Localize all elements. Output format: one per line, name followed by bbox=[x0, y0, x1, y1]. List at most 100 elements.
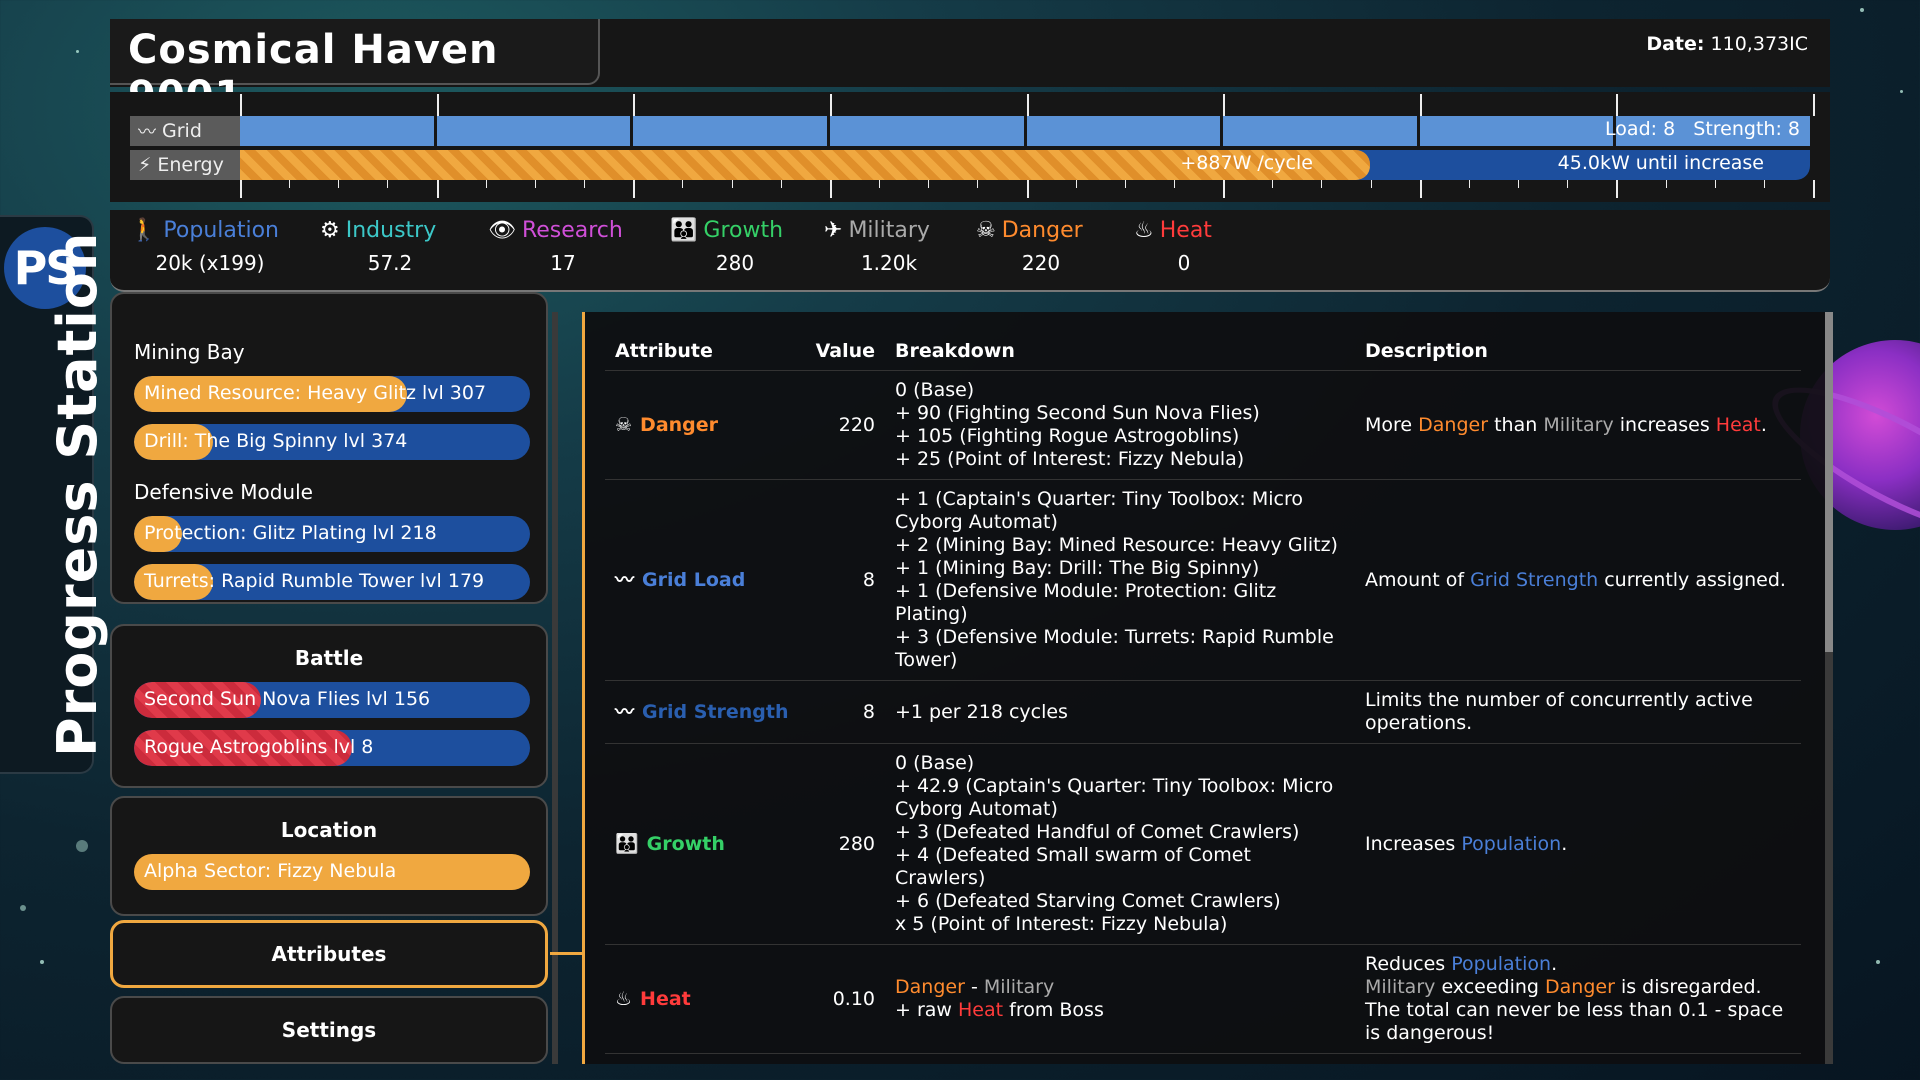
breakdown-line: + 3 (Defeated Handful of Comet Crawlers) bbox=[895, 821, 1300, 843]
stat-growth[interactable]: 👪 Growth 280 bbox=[670, 218, 800, 275]
attr-grid-strength-breakdown: +1 per 218 cycles bbox=[885, 680, 1355, 744]
bar-minor-tick bbox=[928, 180, 930, 188]
battle-astrogoblins-label: Rogue Astrogoblins lvl 8 bbox=[144, 736, 374, 758]
energy-label-text: Energy bbox=[157, 154, 224, 176]
battle-nova-flies[interactable]: Second Sun Nova Flies lvl 156 bbox=[134, 682, 530, 718]
battle-astrogoblins[interactable]: Rogue Astrogoblins lvl 8 bbox=[134, 730, 530, 766]
bar-minor-tick bbox=[1714, 180, 1716, 188]
bar-tick bbox=[1616, 94, 1619, 116]
title-box: Cosmical Haven 9001 bbox=[110, 19, 600, 119]
task-protection[interactable]: Protection: Glitz Plating lvl 218 bbox=[134, 516, 530, 552]
stat-population[interactable]: 🚶 Population 20k (x199) bbox=[130, 218, 290, 275]
bar-minor-tick bbox=[879, 180, 881, 188]
desc-keyword: Heat bbox=[1715, 413, 1761, 436]
table-row: 〰 Grid Load 8 + 1 (Captain's Quarter: Tin… bbox=[605, 479, 1801, 681]
stat-heat-label: Heat bbox=[1159, 218, 1212, 243]
desc-keyword: Military bbox=[983, 976, 1055, 998]
desc-text: than bbox=[1494, 413, 1538, 436]
task-mined-resource[interactable]: Mined Resource: Heavy Glitz lvl 307 bbox=[134, 376, 530, 412]
stat-danger[interactable]: ☠ Danger 220 bbox=[976, 218, 1106, 275]
tab-connector bbox=[550, 952, 584, 955]
task-turrets-progress bbox=[134, 564, 214, 600]
task-drill-label: Drill: The Big Spinny lvl 374 bbox=[144, 430, 408, 452]
eye-icon: 👁 bbox=[488, 218, 516, 243]
energy-rate: +887W /cycle bbox=[1180, 152, 1313, 174]
turret-icon: ✈ bbox=[824, 218, 843, 243]
stat-danger-label: Danger bbox=[1001, 218, 1083, 243]
task-drill-progress bbox=[134, 424, 214, 460]
col-attribute: Attribute bbox=[605, 332, 805, 371]
desc-text: is disregarded. The total can never be l… bbox=[1365, 976, 1784, 1044]
stat-research-label: Research bbox=[521, 218, 623, 243]
attr-danger-breakdown: 0 (Base) + 90 (Fighting Second Sun Nova … bbox=[885, 370, 1355, 480]
attr-grid-strength-name: Grid Strength bbox=[642, 700, 789, 723]
table-header: Attribute Value Breakdown Description bbox=[605, 332, 1801, 371]
col-value: Value bbox=[805, 332, 885, 371]
task-mined-resource-label: Mined Resource: Heavy Glitz lvl 307 bbox=[144, 382, 487, 404]
attr-danger-name: Danger bbox=[640, 413, 719, 436]
grid-segment bbox=[436, 116, 631, 146]
bar-minor-tick bbox=[1321, 180, 1323, 188]
attributes-button[interactable]: Attributes bbox=[110, 920, 548, 988]
breakdown-line: + 3 (Defensive Module: Turrets: Rapid Ru… bbox=[895, 626, 1334, 671]
grid-segment bbox=[240, 116, 434, 146]
attributes-panel: Attribute Value Breakdown Description ☠ D… bbox=[582, 312, 1833, 1064]
bar-minor-tick bbox=[584, 180, 586, 188]
location-value-text: Alpha Sector: Fizzy Nebula bbox=[144, 860, 397, 882]
desc-text: exceeding bbox=[1441, 976, 1539, 998]
table-row: 0 (Base) bbox=[605, 1053, 1801, 1064]
stat-industry-value: 57.2 bbox=[367, 251, 413, 275]
desc-keyword: Danger bbox=[895, 976, 965, 998]
task-protection-progress bbox=[134, 516, 182, 552]
breakdown-line: + 2 (Mining Bay: Mined Resource: Heavy G… bbox=[895, 534, 1338, 556]
bar-tick bbox=[633, 94, 636, 116]
header: Cosmical Haven 9001 Date: 110,373IC bbox=[110, 19, 1830, 119]
grid-bar: 〰 Grid Load: 8 Strength: 8 bbox=[130, 116, 1810, 146]
battle-card: Battle Second Sun Nova Flies lvl 156 Rog… bbox=[110, 624, 548, 788]
desc-keyword: Population bbox=[1461, 832, 1562, 855]
stat-heat[interactable]: ♨ Heat 0 bbox=[1134, 218, 1234, 275]
stat-research[interactable]: 👁 Research 17 bbox=[488, 218, 638, 275]
task-drill[interactable]: Drill: The Big Spinny lvl 374 bbox=[134, 424, 530, 460]
bar-tick bbox=[1223, 94, 1226, 116]
settings-button[interactable]: Settings bbox=[110, 996, 548, 1064]
stat-heat-value: 0 bbox=[1177, 251, 1191, 275]
location-value[interactable]: Alpha Sector: Fizzy Nebula bbox=[134, 854, 530, 890]
group-icon: 👪 bbox=[670, 218, 698, 243]
desc-text: . bbox=[1551, 953, 1558, 975]
task-turrets[interactable]: Turrets: Rapid Rumble Tower lvl 179 bbox=[134, 564, 530, 600]
danger-icon: ☠ bbox=[615, 413, 633, 436]
location-title: Location bbox=[280, 818, 378, 842]
grid-track: Load: 8 Strength: 8 bbox=[240, 116, 1810, 146]
bar-tick bbox=[1616, 180, 1619, 198]
desc-text: currently assigned. bbox=[1604, 568, 1786, 591]
date-display: Date: 110,373IC bbox=[1646, 33, 1808, 55]
stat-industry[interactable]: ⚙ Industry 57.2 bbox=[320, 218, 460, 275]
bar-minor-tick bbox=[1665, 180, 1667, 188]
grid-icon: 〰 bbox=[615, 568, 635, 591]
attr-grid-load-description: Amount of Grid Strength currently assign… bbox=[1355, 479, 1801, 681]
breakdown-line: + 6 (Defeated Starving Comet Crawlers) bbox=[895, 890, 1281, 912]
logo-text: Progress Station bbox=[46, 231, 109, 757]
attr-grid-load-value: 8 bbox=[805, 479, 885, 681]
breakdown-line: x 5 (Point of Interest: Fizzy Nebula) bbox=[895, 913, 1228, 935]
desc-keyword: Danger bbox=[1545, 976, 1615, 998]
main-scrollbar-thumb[interactable] bbox=[1825, 312, 1833, 652]
attr-grid-strength-value: 8 bbox=[805, 680, 885, 744]
grid-segment bbox=[1616, 116, 1810, 146]
stat-military[interactable]: ✈ Military 1.20k bbox=[824, 218, 954, 275]
bar-tick bbox=[1419, 180, 1422, 198]
left-scrollbar[interactable] bbox=[552, 312, 558, 1064]
grid-label: 〰 Grid bbox=[130, 116, 240, 146]
grid-icon: 〰 bbox=[615, 700, 635, 723]
bar-minor-tick bbox=[1370, 180, 1372, 188]
desc-keyword: Population bbox=[1451, 953, 1552, 975]
bar-minor-tick bbox=[289, 180, 291, 188]
grid-segment bbox=[1026, 116, 1221, 146]
grid-icon: 〰 bbox=[138, 122, 156, 143]
resource-bars: 〰 Grid Load: 8 Strength: 8 ⚡ Energy +887… bbox=[110, 92, 1830, 202]
breakdown-line: 0 (Base) bbox=[885, 1053, 1355, 1064]
bar-tick bbox=[240, 94, 242, 116]
main-scrollbar[interactable] bbox=[1825, 312, 1833, 1064]
bar-minor-tick bbox=[1075, 180, 1077, 188]
